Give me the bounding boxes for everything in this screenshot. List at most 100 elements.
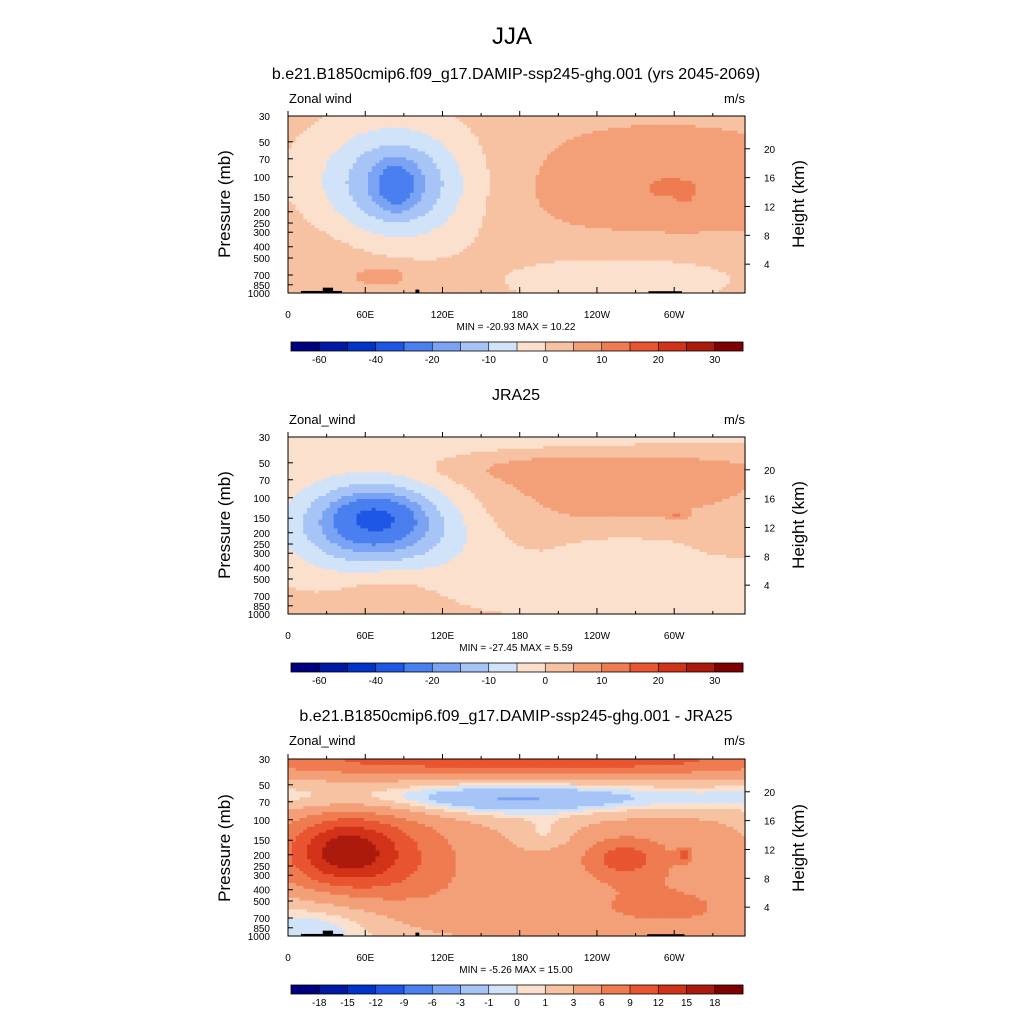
heatmap-cell: [566, 166, 571, 170]
heatmap-cell: [573, 183, 579, 188]
heatmap-cell: [649, 195, 655, 200]
heatmap-cell: [303, 121, 308, 126]
heatmap-cell: [718, 142, 723, 147]
heatmap-cell: [348, 201, 354, 206]
heatmap-cell: [291, 180, 297, 185]
heatmap-cell: [326, 180, 331, 185]
heatmap-cell: [531, 183, 537, 188]
heatmap-cell: [375, 169, 380, 173]
heatmap-cell: [444, 118, 449, 123]
heatmap-cell: [615, 186, 620, 191]
heatmap-cell: [486, 124, 491, 129]
heatmap-cell: [585, 139, 590, 144]
heatmap-cell: [459, 166, 464, 170]
heatmap-cell: [680, 157, 685, 161]
heatmap-cell: [367, 160, 373, 164]
heatmap-cell: [436, 127, 441, 132]
heatmap-cell: [318, 192, 323, 197]
heatmap-cell: [455, 130, 460, 135]
heatmap-cell: [653, 130, 659, 135]
heatmap-cell: [573, 169, 579, 173]
heatmap-cell: [539, 180, 544, 185]
heatmap-cell: [569, 127, 575, 132]
heatmap-cell: [516, 151, 521, 155]
heatmap-cell: [665, 157, 670, 161]
heatmap-cell: [387, 201, 392, 206]
heatmap-cell: [714, 172, 719, 176]
heatmap-cell: [291, 133, 297, 138]
heatmap-cell: [333, 160, 339, 164]
heatmap-cell: [600, 163, 605, 167]
heatmap-cell: [322, 154, 327, 158]
heatmap-cell: [558, 160, 563, 164]
heatmap-cell: [364, 175, 369, 179]
heatmap-cell: [581, 183, 586, 188]
heatmap-cell: [657, 136, 662, 141]
heatmap-cell: [684, 169, 689, 173]
heatmap-cell: [703, 192, 708, 197]
heatmap-cell: [512, 139, 518, 144]
heatmap-cell: [558, 133, 563, 138]
heatmap-cell: [535, 180, 540, 185]
heatmap-cell: [364, 139, 369, 144]
heatmap-cell: [455, 151, 460, 155]
heatmap-cell: [642, 204, 647, 209]
heatmap-cell: [524, 192, 529, 197]
heatmap-cell: [333, 175, 339, 179]
heatmap-cell: [428, 151, 434, 155]
heatmap-cell: [470, 136, 476, 141]
heatmap-cell: [634, 160, 639, 164]
heatmap-cell: [657, 169, 662, 173]
heatmap-cell: [626, 116, 632, 120]
heatmap-cell: [699, 130, 704, 135]
heatmap-cell: [539, 121, 544, 126]
heatmap-cell: [581, 151, 586, 155]
heatmap-cell: [486, 175, 491, 179]
heatmap-cell: [333, 172, 339, 176]
heatmap-cell: [459, 145, 464, 150]
heatmap-cell: [554, 118, 559, 123]
heatmap-cell: [360, 151, 365, 155]
heatmap-cell: [432, 180, 438, 185]
heatmap-cell: [470, 198, 476, 203]
heatmap-cell: [478, 189, 483, 194]
heatmap-cell: [291, 163, 297, 167]
heatmap-cell: [710, 157, 716, 161]
heatmap-cell: [623, 195, 628, 200]
heatmap-cell: [585, 177, 590, 182]
heatmap-cell: [569, 139, 575, 144]
heatmap-cell: [329, 136, 335, 141]
heatmap-cell: [451, 198, 457, 203]
heatmap-cell: [508, 198, 514, 203]
heatmap-cell: [451, 175, 457, 179]
heatmap-cell: [409, 183, 415, 188]
heatmap-cell: [428, 124, 434, 129]
heatmap-cell: [569, 157, 575, 161]
heatmap-cell: [329, 201, 335, 206]
heatmap-cell: [585, 186, 590, 191]
heatmap-cell: [623, 172, 628, 176]
heatmap-cell: [333, 169, 339, 173]
heatmap-cell: [478, 192, 483, 197]
heatmap-cell: [291, 198, 297, 203]
heatmap-cell: [440, 121, 445, 126]
heatmap-cell: [695, 175, 700, 179]
heatmap-cell: [314, 201, 320, 206]
heatmap-cell: [436, 172, 441, 176]
heatmap-cell: [345, 204, 350, 209]
heatmap-cell: [356, 175, 361, 179]
heatmap-cell: [676, 154, 681, 158]
heatmap-cell: [440, 183, 445, 188]
heatmap-cell: [459, 127, 464, 132]
heatmap-cell: [451, 192, 457, 197]
heatmap-cell: [699, 145, 704, 150]
heatmap-cell: [318, 145, 323, 150]
heatmap-cell: [451, 127, 457, 132]
heatmap-cell: [718, 186, 723, 191]
heatmap-cell: [737, 183, 742, 188]
heatmap-cell: [668, 180, 674, 185]
heatmap-cell: [695, 172, 700, 176]
heatmap-cell: [638, 180, 643, 185]
heatmap-cell: [444, 145, 449, 150]
heatmap-cell: [649, 175, 655, 179]
